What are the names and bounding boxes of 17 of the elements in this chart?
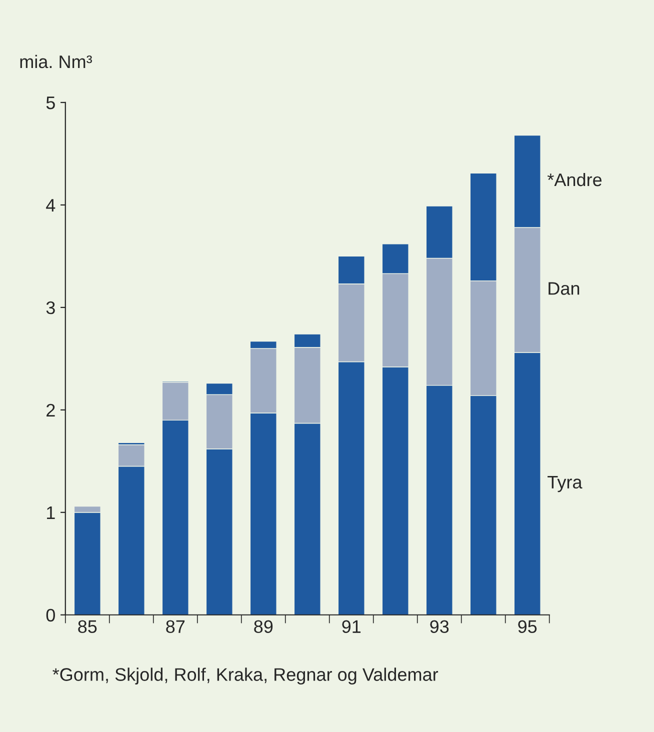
x-tick-label: 85 xyxy=(78,620,97,634)
series-label: Dan xyxy=(548,282,580,295)
y-tick-label: 2 xyxy=(46,404,55,416)
x-tick-label: 91 xyxy=(342,620,361,634)
y-tick-label: 0 xyxy=(46,608,55,622)
y-tick-label: 3 xyxy=(46,301,55,314)
y-axis-title: mia. Nm³ xyxy=(20,54,92,68)
y-tick-label: 5 xyxy=(46,96,55,110)
x-tick-label: 89 xyxy=(254,620,273,634)
series-label: Tyra xyxy=(548,476,582,492)
x-tick-label: 93 xyxy=(430,620,449,634)
x-tick-label: 87 xyxy=(166,620,185,634)
x-tick-label: 95 xyxy=(518,620,537,634)
series-label: *Andre xyxy=(547,172,602,186)
y-tick-label: 4 xyxy=(46,199,56,212)
y-tick-label: 1 xyxy=(47,506,55,519)
text: *Gorm, Skjold, Rolf, Kraka, Regnar og Valdemar xyxy=(52,668,438,685)
